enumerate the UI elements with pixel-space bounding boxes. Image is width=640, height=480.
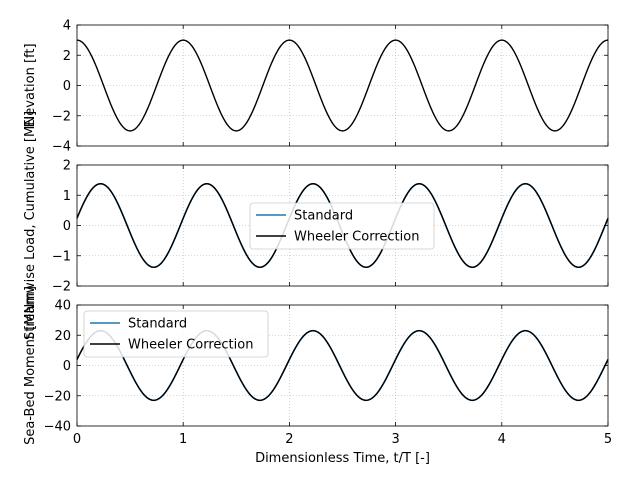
x-tick-label: 4 — [498, 432, 506, 447]
y-tick-label: −2 — [52, 280, 71, 295]
y-axis-label: Streamwise Load, Cumulative [MN] — [23, 111, 38, 340]
x-axis-label: Dimensionless Time, t/T [-] — [255, 451, 430, 466]
x-tick-label: 1 — [179, 432, 187, 447]
y-tick-label: 2 — [63, 159, 71, 174]
x-tick-label: 3 — [391, 432, 399, 447]
y-tick-label: 4 — [63, 19, 71, 34]
y-tick-label: −20 — [44, 389, 71, 404]
x-tick-label: 0 — [73, 432, 81, 447]
y-axis-label: Elevation [ft] — [23, 43, 38, 127]
legend: Standard Wheeler Correction — [83, 310, 269, 358]
y-tick-label: −4 — [52, 140, 71, 155]
legend-label: Standard — [128, 317, 187, 332]
legend: Standard Wheeler Correction — [249, 202, 435, 250]
y-tick-label: 1 — [63, 189, 71, 204]
chart-panel-1: −4 −2 0 2 4 Elevation [ft] — [23, 19, 609, 155]
legend-label: Standard — [294, 209, 353, 224]
legend-box — [249, 202, 435, 250]
y-axis-label: Sea-Bed Moment [MNm] — [23, 286, 38, 445]
y-tick-label: −2 — [52, 109, 71, 124]
y-tick-label: 0 — [63, 359, 71, 374]
y-tick-label: 20 — [54, 329, 71, 344]
x-tick-label: 5 — [604, 432, 612, 447]
x-tick-label: 2 — [285, 432, 293, 447]
y-tick-label: 2 — [63, 49, 71, 64]
y-tick-label: −1 — [52, 249, 71, 264]
y-tick-label: −40 — [44, 420, 71, 435]
series-line-elevation — [76, 39, 609, 132]
y-tick-label: 0 — [63, 79, 71, 94]
legend-box — [83, 310, 269, 358]
series-line-wheeler-correction — [76, 330, 609, 401]
legend-label: Wheeler Correction — [128, 338, 253, 353]
y-tick-label: 0 — [63, 219, 71, 234]
chart-panel-2: −2 −1 0 1 2 Streamwise Load, Cumulative [MN] S… — [23, 111, 609, 340]
legend-label: Wheeler Correction — [294, 230, 419, 245]
y-tick-label: 40 — [54, 299, 71, 314]
chart-panel-3: 0 1 2 3 4 5 −40 −20 0 20 40 Sea-Bed Moment [MNm] Dim… — [23, 286, 612, 466]
